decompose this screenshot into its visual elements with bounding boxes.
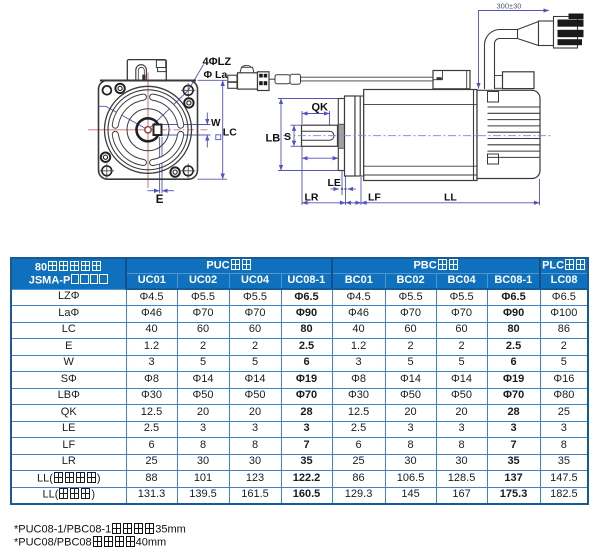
svg-text:Φ La: Φ La: [204, 69, 228, 81]
svg-text:LE: LE: [328, 177, 341, 189]
svg-text:QK: QK: [312, 102, 329, 114]
svg-text:300±30: 300±30: [497, 2, 522, 11]
svg-text:LL: LL: [444, 192, 457, 204]
svg-text:LC: LC: [223, 126, 237, 138]
svg-text:S: S: [284, 131, 291, 143]
svg-text:LF: LF: [368, 191, 381, 203]
svg-text:W: W: [211, 118, 221, 129]
svg-text:4ΦLZ: 4ΦLZ: [203, 56, 232, 68]
svg-text:LR: LR: [305, 192, 319, 204]
svg-text:LB: LB: [266, 133, 281, 145]
svg-text:E: E: [156, 194, 164, 206]
